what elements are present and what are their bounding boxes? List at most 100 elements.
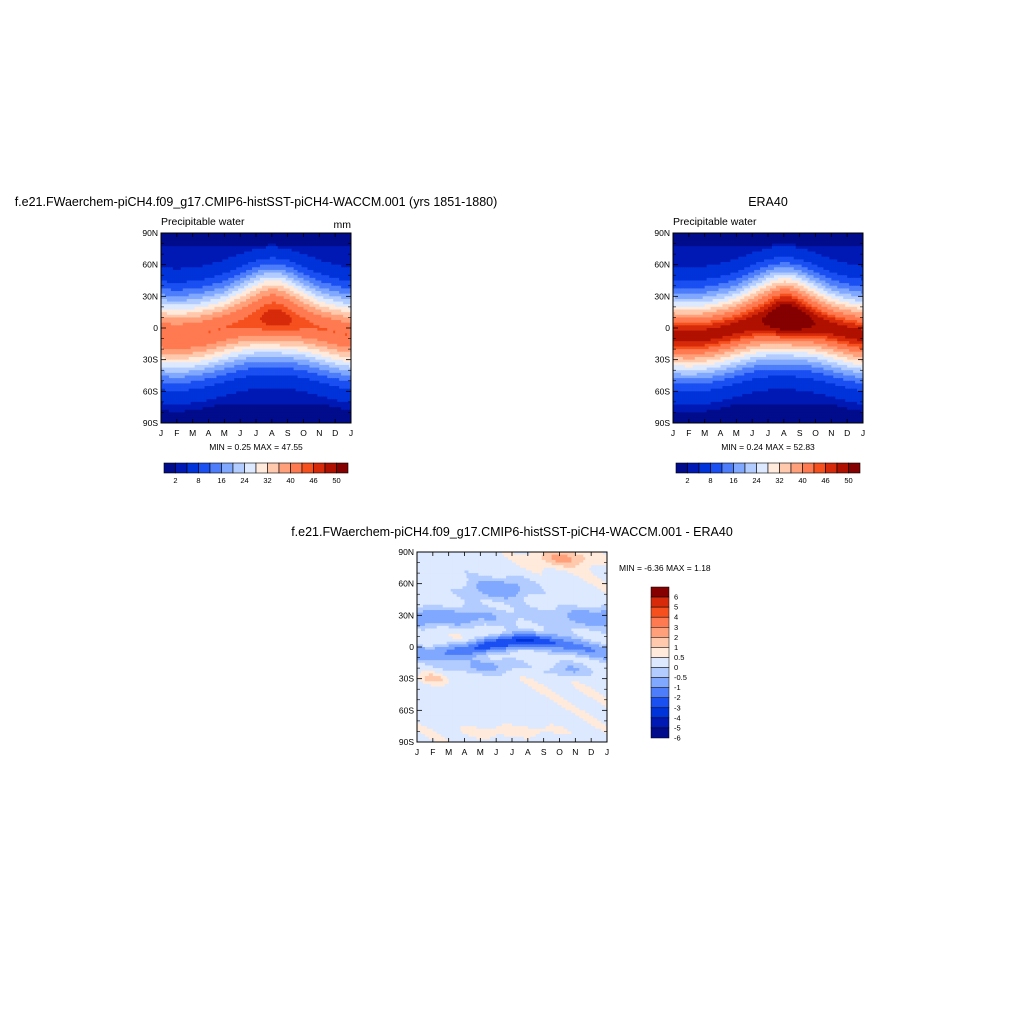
contour-cell xyxy=(186,320,190,324)
contour-cell xyxy=(333,269,336,274)
contour-cell xyxy=(204,243,208,247)
contour-cell xyxy=(208,240,212,245)
contour-cell xyxy=(254,275,257,279)
contour-cell xyxy=(323,364,326,369)
contour-cell xyxy=(325,362,328,366)
contour-cell xyxy=(335,288,338,292)
contour-cell xyxy=(285,343,289,348)
contour-cell xyxy=(228,267,231,271)
contour-cell xyxy=(180,349,184,353)
contour-cell xyxy=(275,259,279,263)
contour-cell xyxy=(178,314,182,319)
contour-cell xyxy=(335,328,338,332)
contour-cell xyxy=(240,301,243,305)
contour-cell xyxy=(166,233,170,237)
contour-cell xyxy=(176,328,180,332)
contour-cell xyxy=(228,320,231,324)
contour-cell xyxy=(198,256,202,260)
contour-cell xyxy=(263,354,267,358)
contour-cell xyxy=(220,272,223,276)
contour-cell xyxy=(242,293,245,297)
contour-cell xyxy=(166,280,170,284)
contour-cell xyxy=(261,254,265,258)
contour-cell xyxy=(162,362,166,366)
contour-cell xyxy=(208,256,212,260)
contour-cell xyxy=(204,285,208,290)
contour-cell xyxy=(283,359,287,363)
contour-cell xyxy=(309,262,313,266)
contour-cell xyxy=(315,233,318,237)
contour-cell xyxy=(301,285,305,290)
contour-cell xyxy=(184,254,188,258)
contour-cell xyxy=(176,322,180,326)
contour-cell xyxy=(327,330,330,334)
contour-cell xyxy=(240,320,243,324)
contour-cell xyxy=(206,233,210,237)
contour-cell xyxy=(295,240,299,245)
contour-cell xyxy=(307,346,311,350)
contour-cell xyxy=(257,325,261,329)
contour-cell xyxy=(307,233,311,237)
contour-cell xyxy=(339,341,342,345)
contour-cell xyxy=(287,314,291,319)
contour-cell xyxy=(311,312,314,316)
contour-cell xyxy=(244,314,247,319)
contour-cell xyxy=(212,296,216,300)
contour-cell xyxy=(222,291,225,295)
contour-cell xyxy=(202,293,206,297)
contour-cell xyxy=(176,291,180,295)
contour-cell xyxy=(323,267,326,271)
contour-cell xyxy=(259,335,263,340)
contour-cell xyxy=(198,280,202,284)
contour-cell xyxy=(246,248,249,253)
contour-cell xyxy=(218,285,221,290)
contour-cell xyxy=(248,309,251,313)
contour-cell xyxy=(198,351,202,355)
contour-cell xyxy=(327,277,330,282)
contour-cell xyxy=(265,351,269,355)
contour-cell xyxy=(289,346,293,350)
contour-cell xyxy=(329,338,332,342)
contour-cell xyxy=(315,314,318,319)
contour-cell xyxy=(238,357,241,361)
contour-cell xyxy=(230,357,233,361)
contour-cell xyxy=(174,254,178,258)
contour-cell xyxy=(180,240,184,245)
contour-cell xyxy=(309,351,313,355)
contour-cell xyxy=(337,269,340,274)
contour-cell xyxy=(279,277,283,282)
contour-cell xyxy=(242,235,245,239)
contour-cell xyxy=(198,306,202,311)
contour-cell xyxy=(202,322,206,326)
contour-cell xyxy=(172,328,176,332)
contour-cell xyxy=(289,256,293,260)
contour-cell xyxy=(333,267,336,271)
contour-cell xyxy=(287,351,291,355)
contour-cell xyxy=(341,333,344,337)
contour-cell xyxy=(210,322,214,326)
contour-cell xyxy=(248,298,251,303)
contour-cell xyxy=(164,325,168,329)
contour-cell xyxy=(291,362,295,366)
contour-cell xyxy=(256,349,259,353)
contour-cell xyxy=(242,259,245,263)
contour-cell xyxy=(343,349,346,353)
contour-cell xyxy=(174,243,178,247)
contour-cell xyxy=(307,243,311,247)
contour-cell xyxy=(174,328,178,332)
contour-cell xyxy=(335,312,338,316)
contour-cell xyxy=(273,335,277,340)
contour-cell xyxy=(164,280,168,284)
contour-cell xyxy=(162,291,166,295)
contour-cell xyxy=(248,280,251,284)
contour-cell xyxy=(311,357,314,361)
contour-cell xyxy=(182,304,186,308)
contour-cell xyxy=(218,246,221,250)
contour-cell xyxy=(212,357,216,361)
contour-cell xyxy=(178,233,182,237)
contour-cell xyxy=(214,346,218,350)
contour-cell xyxy=(184,309,188,313)
contour-cell xyxy=(269,304,273,308)
contour-cell xyxy=(218,269,221,274)
contour-cell xyxy=(180,269,184,274)
